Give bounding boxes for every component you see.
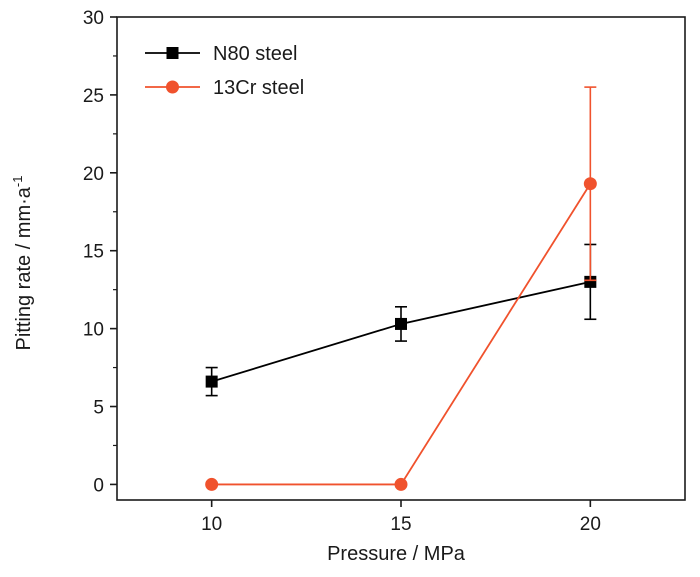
y-tick-label: 0 [93, 475, 104, 496]
x-tick-label: 15 [390, 514, 411, 535]
y-axis-label-main: Pitting rate / mm·a [13, 186, 35, 350]
series-13cr [205, 86, 597, 491]
legend: N80 steel 13Cr steel [145, 43, 304, 99]
y-tick-label: 30 [83, 8, 104, 29]
legend-marker-13cr [166, 80, 179, 94]
y-tick-label: 25 [83, 86, 104, 107]
x-tick-label: 20 [580, 514, 601, 535]
y-axis-label-superscript: -1 [10, 176, 25, 188]
data-point-n80 [584, 275, 597, 288]
y-tick-label: 5 [93, 398, 104, 419]
plot-frame [116, 16, 686, 501]
data-point-13cr [205, 477, 219, 491]
data-point-n80 [205, 375, 218, 388]
data-point-13cr [394, 477, 408, 491]
y-tick-label: 20 [83, 164, 104, 185]
legend-marker-n80 [166, 47, 179, 59]
data-point-n80 [395, 317, 407, 330]
ticks-layer: 0 5 10 15 20 25 30 10 15 20 [83, 8, 601, 535]
marks-layer [205, 86, 597, 491]
data-point-13cr [583, 177, 597, 191]
legend-label-13cr: 13Cr steel [213, 77, 304, 99]
series-n80 [205, 243, 597, 397]
y-tick-label: 15 [83, 242, 104, 263]
y-axis-label: Pitting rate / mm·a-1 [10, 176, 35, 351]
y-tick-label: 10 [83, 320, 104, 341]
x-tick-label: 10 [201, 514, 222, 535]
legend-label-n80: N80 steel [213, 43, 298, 65]
x-axis-label: Pressure / MPa [327, 543, 466, 565]
